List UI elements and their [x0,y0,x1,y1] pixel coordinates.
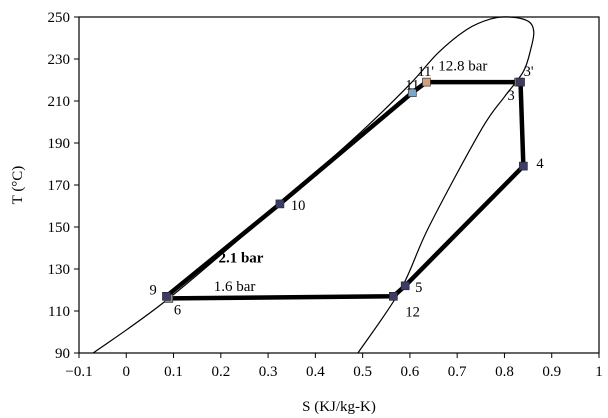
state-label: 10 [291,198,306,214]
x-tick-label: 0.2 [211,364,230,380]
y-tick-label: 110 [48,304,70,320]
x-tick-label: 0.4 [306,364,325,380]
state-label: 4 [536,156,544,172]
x-tick-label: 0.9 [542,364,561,380]
pressure-annotation: 2.1 bar [218,251,263,267]
state-label: 3' [524,64,534,80]
state-label: 11 [405,78,419,94]
x-tick-label: −0.1 [65,364,92,380]
state-marker [400,281,410,291]
x-tick-label: 0.7 [448,364,467,380]
state-marker [422,77,431,87]
y-tick-label: 210 [48,94,71,110]
x-tick-label: 0.3 [259,364,278,380]
y-tick-label: 150 [48,220,71,236]
state-marker [162,291,171,301]
y-axis-title: T (°C) [10,166,26,205]
x-axis-title: S (KJ/kg-K) [302,399,376,415]
state-marker [275,199,285,209]
x-tick-label: 0.5 [353,364,372,380]
state-label: 11' [417,64,434,80]
x-tick-label: 1 [595,364,603,380]
y-tick-label: 230 [48,52,71,68]
plot-frame [78,16,600,354]
state-label: 3 [508,88,515,104]
state-marker [407,88,417,97]
x-tick-label: 0 [123,364,131,380]
x-tick-label: 0.8 [495,364,514,380]
state-label: 6 [174,302,181,318]
state-marker [516,77,525,87]
y-tick-label: 130 [48,262,71,278]
state-label: 5 [415,280,422,296]
y-axis-ticks: 90 110 130 150 170 190 210 230 250 [48,10,79,362]
y-tick-label: 170 [48,178,71,194]
pressure-annotation: 12.8 bar [438,59,487,75]
y-tick-label: 250 [48,10,71,26]
x-axis-ticks: −0.1 0 0.1 0.2 0.3 0.4 0.5 0.6 0.7 0.8 0.9 1 [65,353,603,380]
pressure-annotations: 12.8 bar 2.1 bar 1.6 bar [214,59,488,295]
state-marker [389,291,398,301]
y-tick-label: 190 [48,136,71,152]
state-label: 12 [405,304,420,320]
y-tick-label: 90 [55,346,70,362]
x-tick-label: 0.6 [401,364,420,380]
state-label: 9 [149,282,156,298]
pressure-annotation: 1.6 bar [214,279,256,295]
state-marker [519,161,528,171]
x-tick-label: 0.1 [164,364,183,380]
